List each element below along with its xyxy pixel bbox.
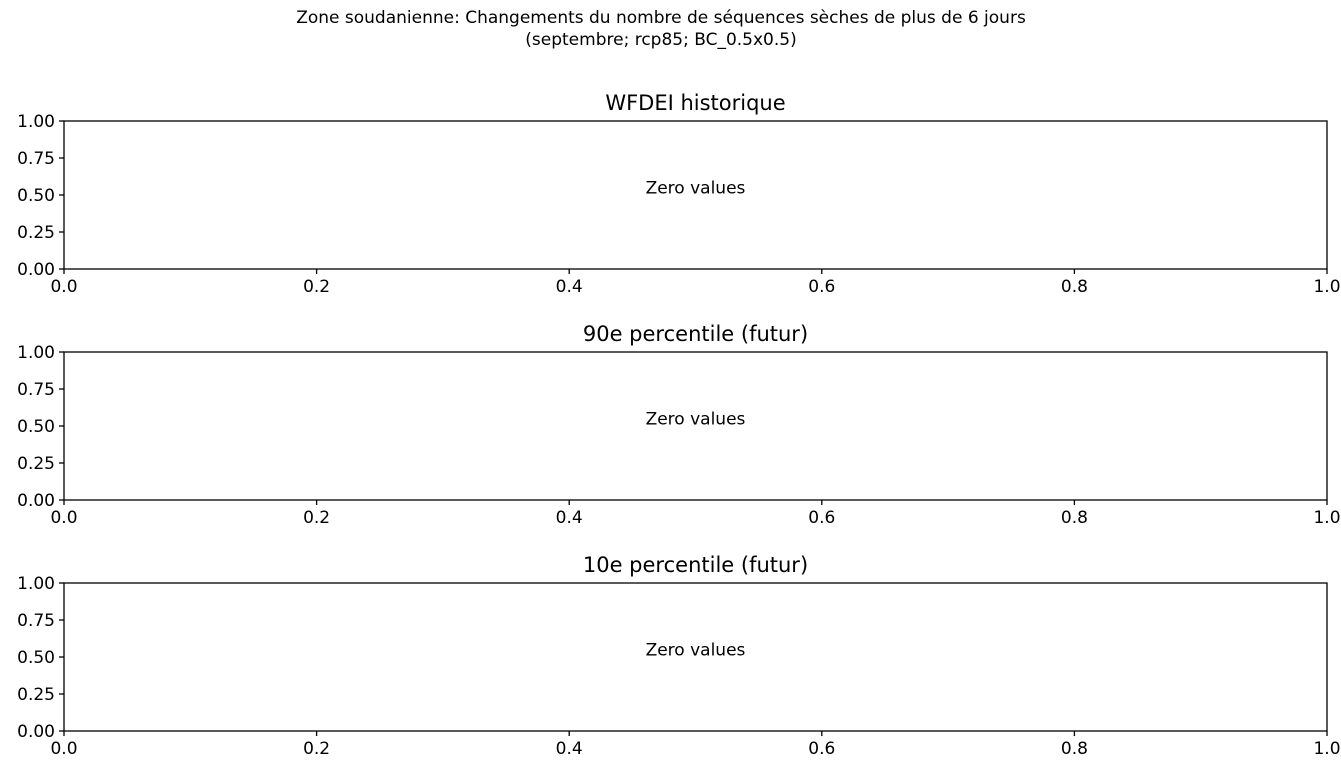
x-tick-label: 1.0 [1313,277,1340,297]
zero-values-annotation: Zero values [646,179,746,199]
y-tick-label: 0.25 [17,685,55,705]
x-tick-label: 0.2 [303,277,330,297]
y-tick-label: 1.00 [17,112,55,132]
x-tick-label: 0.0 [50,739,77,759]
subplot-1: WFDEI historique Zero values 0.00 0.25 0.50 0… [17,91,1340,297]
y-tick-label: 0.25 [17,223,55,243]
x-tick-label: 1.0 [1313,739,1340,759]
subplot-2: 90e percentile (futur) Zero values 0.00 0.2… [17,322,1340,528]
zero-values-annotation: Zero values [646,641,746,661]
y-tick-label: 0.75 [17,611,55,631]
x-tick-label: 0.8 [1061,277,1088,297]
axes-container: WFDEI historique Zero values 0.00 0.25 0.50 0… [17,91,1340,759]
y-tick-label: 0.50 [17,417,55,437]
x-tick-label: 0.6 [808,277,835,297]
x-tick-label: 1.0 [1313,508,1340,528]
axes-title: 90e percentile (futur) [583,322,808,346]
y-tick-label: 0.50 [17,186,55,206]
x-tick-label: 0.6 [808,508,835,528]
axes-title: WFDEI historique [605,91,785,115]
x-tick-label: 0.0 [50,508,77,528]
y-tick-label: 0.00 [17,722,55,742]
x-tick-label: 0.6 [808,739,835,759]
subplot-3: 10e percentile (futur) Zero values 0.00 0.2… [17,553,1340,759]
y-tick-label: 0.00 [17,260,55,280]
y-tick-label: 1.00 [17,574,55,594]
x-tick-label: 0.4 [556,277,583,297]
x-tick-label: 0.8 [1061,739,1088,759]
y-tick-label: 1.00 [17,343,55,363]
x-tick-label: 0.2 [303,739,330,759]
x-tick-label: 0.4 [556,739,583,759]
x-tick-label: 0.2 [303,508,330,528]
y-tick-label: 0.25 [17,454,55,474]
x-tick-label: 0.4 [556,508,583,528]
y-tick-label: 0.50 [17,648,55,668]
x-tick-label: 0.0 [50,277,77,297]
x-tick-label: 0.8 [1061,508,1088,528]
zero-values-annotation: Zero values [646,410,746,430]
figure-title-line1: Zone soudanienne: Changements du nombre … [296,8,1026,28]
y-tick-label: 0.75 [17,149,55,169]
y-tick-label: 0.00 [17,491,55,511]
figure-title-line2: (septembre; rcp85; BC_0.5x0.5) [525,30,796,50]
y-tick-label: 0.75 [17,380,55,400]
axes-title: 10e percentile (futur) [583,553,808,577]
